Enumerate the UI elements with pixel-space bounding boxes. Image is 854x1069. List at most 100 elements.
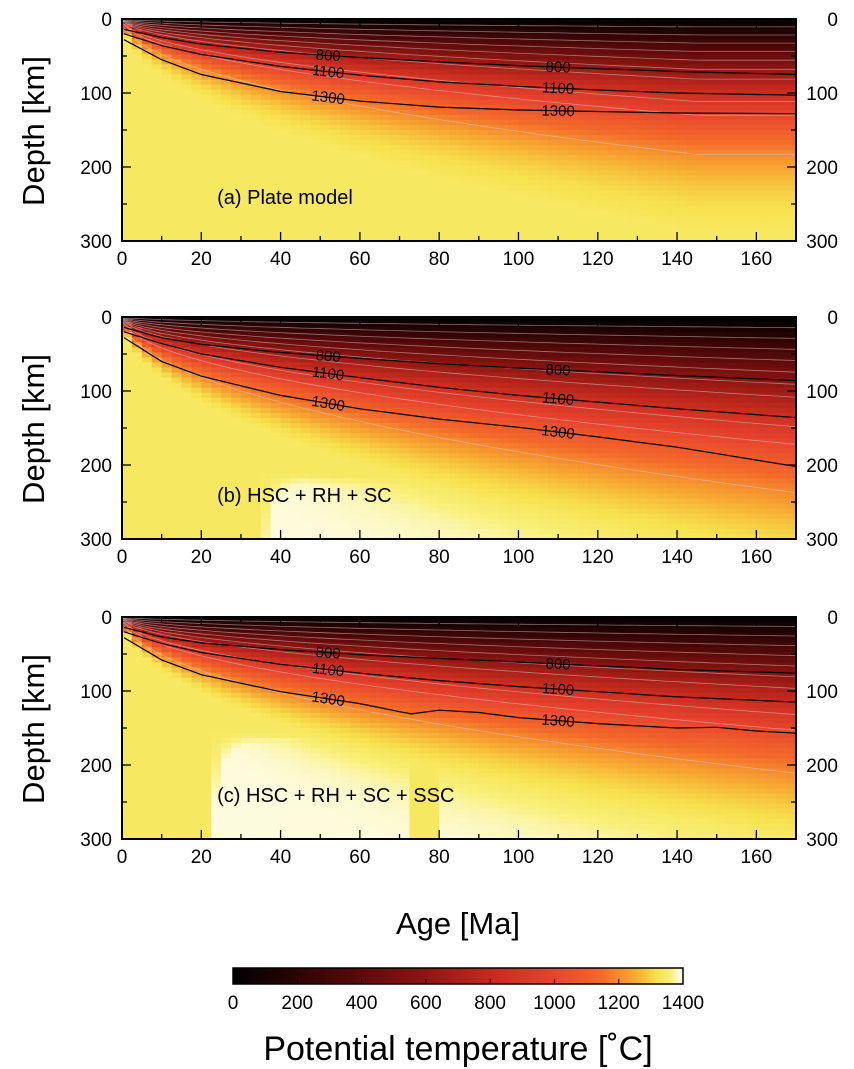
heatmap-cell	[766, 19, 777, 25]
heatmap-cell	[151, 498, 163, 505]
heatmap-cell	[439, 124, 450, 131]
heatmap-cell	[786, 205, 797, 212]
heatmap-cell	[181, 155, 192, 161]
heatmap-cell	[320, 443, 331, 449]
heatmap-cell	[439, 513, 450, 520]
heatmap-cell	[171, 322, 183, 328]
heatmap-cell	[468, 392, 480, 399]
heatmap-cell	[221, 39, 232, 45]
heatmap-cell	[379, 130, 391, 136]
heatmap-cell	[161, 523, 173, 530]
heatmap-cell	[667, 175, 678, 182]
heatmap-cell	[330, 362, 341, 369]
heatmap-cell	[211, 190, 222, 197]
heatmap-cell	[151, 155, 163, 161]
heatmap-cell	[211, 498, 222, 505]
heatmap-cell	[508, 407, 520, 414]
heatmap-cell	[488, 453, 500, 459]
heatmap-cell	[657, 19, 668, 25]
heatmap-cell	[171, 124, 183, 131]
heatmap-cell	[488, 443, 500, 449]
heatmap-cell	[181, 119, 192, 126]
heatmap-cell	[488, 84, 500, 91]
heatmap-cell	[171, 448, 183, 454]
heatmap-cell	[686, 215, 698, 222]
heatmap-cell	[290, 220, 302, 227]
heatmap-cell	[290, 458, 302, 464]
heatmap-cell	[359, 225, 371, 232]
heatmap-cell	[161, 483, 173, 490]
heatmap-cell	[468, 104, 480, 111]
heatmap-cell	[349, 74, 361, 81]
heatmap-cell	[716, 124, 728, 131]
heatmap-cell	[726, 54, 738, 60]
heatmap-cell	[211, 230, 222, 237]
heatmap-cell	[498, 508, 510, 515]
heatmap-cell	[280, 352, 292, 358]
heatmap-cell	[161, 170, 173, 177]
heatmap-cell	[429, 362, 440, 369]
heatmap-cell	[468, 74, 480, 81]
heatmap-cell	[280, 200, 292, 207]
heatmap-cell	[201, 29, 212, 35]
heatmap-cell	[369, 160, 381, 166]
heatmap-cell	[677, 49, 688, 55]
heatmap-cell	[379, 235, 391, 242]
heatmap-cell	[201, 428, 212, 434]
heatmap-cell	[686, 195, 698, 202]
heatmap-cell	[548, 195, 559, 202]
heatmap-cell	[320, 119, 331, 126]
heatmap-cell	[349, 513, 361, 520]
heatmap-cell	[320, 39, 331, 45]
heatmap-cell	[478, 64, 490, 71]
heatmap-cell	[478, 357, 490, 364]
heatmap-cell	[538, 362, 549, 369]
heatmap-cell	[240, 453, 252, 459]
heatmap-cell	[706, 220, 718, 227]
heatmap-cell	[201, 59, 212, 66]
heatmap-cell	[706, 44, 718, 50]
heatmap-cell	[756, 180, 767, 187]
heatmap-cell	[468, 29, 480, 35]
heatmap-cell	[587, 160, 599, 166]
heatmap-cell	[439, 438, 450, 444]
heatmap-cell	[399, 19, 411, 25]
heatmap-cell	[231, 165, 242, 171]
heatmap-cell	[488, 135, 500, 141]
heatmap-cell	[161, 322, 173, 328]
heatmap-cell	[300, 327, 311, 333]
heatmap-cell	[607, 79, 619, 86]
heatmap-cell	[429, 322, 440, 328]
heatmap-cell	[131, 74, 143, 81]
heatmap-cell	[389, 473, 401, 480]
heatmap-cell	[399, 135, 411, 141]
heatmap-cell	[419, 412, 430, 419]
heatmap-cell	[221, 473, 232, 480]
heatmap-cell	[538, 180, 549, 187]
heatmap-cell	[330, 215, 341, 222]
heatmap-cell	[617, 64, 629, 71]
heatmap-cell	[409, 508, 420, 515]
heatmap-cell	[240, 397, 252, 404]
heatmap-cell	[161, 362, 173, 369]
heatmap-cell	[736, 195, 748, 202]
heatmap-cell	[468, 428, 480, 434]
heatmap-cell	[171, 463, 183, 469]
heatmap-cell	[508, 493, 520, 500]
heatmap-cell	[518, 483, 529, 490]
heatmap-cell	[260, 160, 272, 166]
heatmap-cell	[231, 64, 242, 71]
heatmap-cell	[151, 362, 163, 369]
heatmap-cell	[498, 170, 510, 177]
heatmap-cell	[746, 109, 757, 116]
heatmap-cell	[161, 160, 173, 166]
heatmap-cell	[538, 347, 549, 353]
heatmap-cell	[548, 130, 559, 136]
heatmap-cell	[161, 145, 173, 151]
heatmap-cell	[488, 317, 500, 323]
heatmap-cell	[786, 69, 797, 76]
heatmap-cell	[349, 443, 361, 449]
heatmap-cell	[518, 422, 529, 429]
heatmap-cell	[270, 377, 282, 384]
heatmap-cell	[131, 185, 143, 192]
